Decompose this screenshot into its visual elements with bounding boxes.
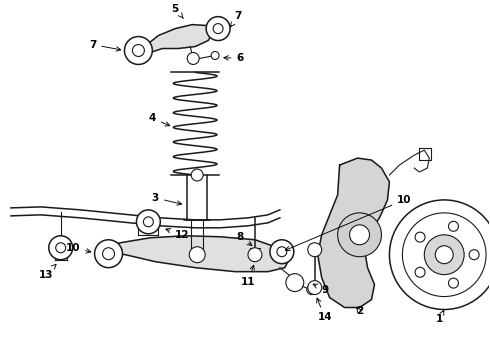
Text: 12: 12 bbox=[166, 229, 190, 240]
Polygon shape bbox=[148, 24, 213, 53]
Circle shape bbox=[56, 243, 66, 253]
Circle shape bbox=[435, 246, 453, 264]
Circle shape bbox=[206, 17, 230, 41]
Circle shape bbox=[308, 280, 322, 294]
Circle shape bbox=[308, 243, 322, 257]
Circle shape bbox=[402, 213, 486, 297]
Circle shape bbox=[136, 210, 160, 234]
Circle shape bbox=[448, 221, 459, 231]
Circle shape bbox=[211, 51, 219, 59]
Text: 7: 7 bbox=[231, 11, 242, 27]
Text: 4: 4 bbox=[148, 113, 170, 126]
Text: 6: 6 bbox=[224, 54, 244, 63]
Circle shape bbox=[469, 250, 479, 260]
Circle shape bbox=[191, 169, 203, 181]
Text: 10: 10 bbox=[285, 195, 412, 251]
Text: 11: 11 bbox=[241, 265, 255, 287]
Text: 1: 1 bbox=[436, 310, 444, 324]
Text: 7: 7 bbox=[89, 40, 121, 51]
Circle shape bbox=[277, 247, 287, 257]
Circle shape bbox=[415, 232, 425, 242]
Polygon shape bbox=[318, 158, 390, 307]
Circle shape bbox=[448, 278, 459, 288]
Circle shape bbox=[95, 240, 122, 268]
Text: 10: 10 bbox=[66, 243, 91, 253]
Circle shape bbox=[349, 225, 369, 245]
Circle shape bbox=[213, 24, 223, 33]
Circle shape bbox=[270, 240, 294, 264]
Circle shape bbox=[132, 45, 145, 57]
Text: 2: 2 bbox=[356, 306, 363, 316]
Text: 8: 8 bbox=[236, 232, 252, 246]
Circle shape bbox=[286, 274, 304, 292]
Circle shape bbox=[124, 37, 152, 64]
Circle shape bbox=[307, 285, 317, 294]
Circle shape bbox=[102, 248, 115, 260]
Polygon shape bbox=[100, 236, 290, 272]
Text: 14: 14 bbox=[317, 298, 332, 323]
Circle shape bbox=[390, 200, 490, 310]
Text: 9: 9 bbox=[313, 284, 328, 294]
Circle shape bbox=[187, 53, 199, 64]
Text: 5: 5 bbox=[172, 4, 183, 18]
Text: 13: 13 bbox=[39, 264, 56, 280]
Circle shape bbox=[189, 247, 205, 263]
Circle shape bbox=[338, 213, 382, 257]
Circle shape bbox=[248, 248, 262, 262]
Circle shape bbox=[415, 267, 425, 277]
Text: 3: 3 bbox=[152, 193, 181, 205]
Circle shape bbox=[424, 235, 464, 275]
Circle shape bbox=[49, 236, 73, 260]
Circle shape bbox=[144, 217, 153, 227]
